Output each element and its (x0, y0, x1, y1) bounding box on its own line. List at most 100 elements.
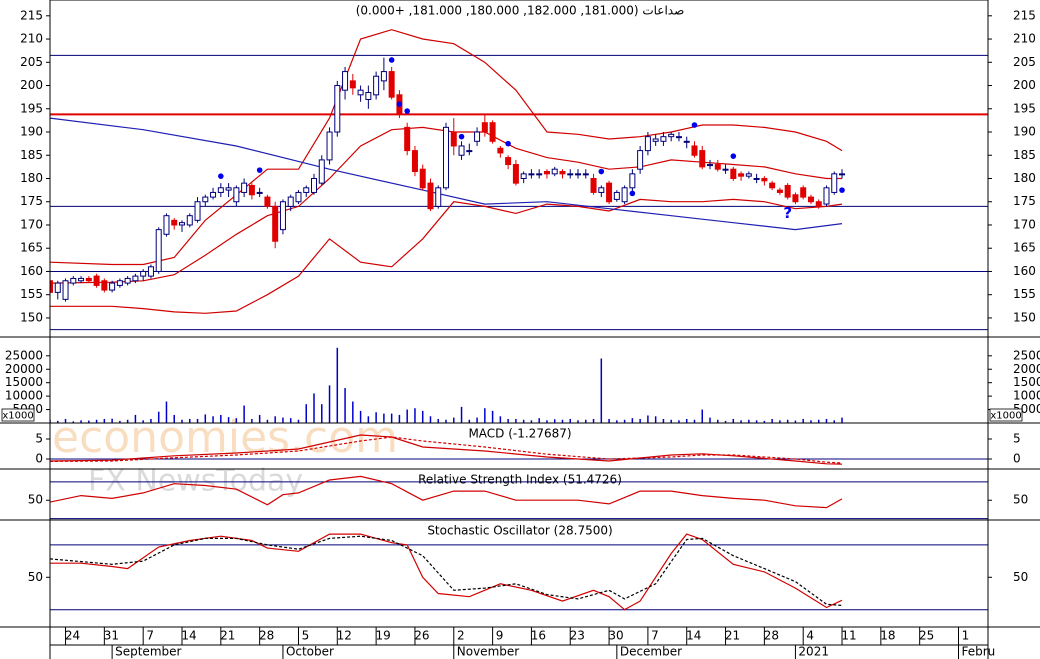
y-tick-label: 25000 (5, 348, 43, 362)
candle-body (489, 122, 496, 142)
volume-bar (212, 416, 214, 423)
candle-body (691, 145, 698, 156)
volume-bar (654, 416, 657, 423)
candle-body (171, 219, 178, 226)
volume-bar (173, 414, 175, 423)
candle-body (738, 173, 745, 177)
volume-bar (406, 409, 408, 423)
volume-bar (142, 420, 144, 423)
y-tick-label: 175 (1013, 194, 1036, 208)
x-tick-label: 28 (764, 629, 779, 643)
candle-body (147, 266, 154, 277)
volume-bar (157, 411, 160, 423)
candle-body (730, 168, 737, 179)
x-tick-label: 28 (259, 629, 274, 643)
candle-body (668, 133, 675, 138)
volume-bar (771, 418, 773, 423)
signal-dot (256, 167, 263, 173)
x-tick-label: 12 (337, 629, 352, 643)
x-tick-label: 11 (841, 629, 856, 643)
x-tick-label: 7 (651, 629, 659, 643)
x-tick-label: 5 (302, 629, 310, 643)
candle-body (411, 150, 418, 173)
volume-bar (515, 418, 517, 423)
volume-bar (546, 420, 548, 423)
candle-body (365, 92, 372, 100)
candle-body (660, 136, 667, 142)
candle-body (264, 196, 271, 207)
volume-bar (608, 418, 610, 423)
x-tick-label: 23 (570, 629, 585, 643)
candle-body (342, 71, 349, 91)
x-tick-label: 30 (608, 629, 623, 643)
volume-bar (709, 417, 711, 423)
candle-body (637, 150, 644, 170)
volume-bar (429, 416, 432, 423)
volume-bar (670, 419, 672, 423)
volume-bar (678, 420, 680, 423)
volume-bar (693, 419, 696, 423)
y-tick-label: 195 (20, 101, 43, 115)
volume-bar (375, 412, 377, 423)
candle-body (512, 164, 519, 184)
watermark: economies.com (52, 412, 398, 463)
y-tick-label: 20000 (1013, 362, 1040, 376)
candle-body (753, 177, 760, 180)
y-tick-label: 160 (1013, 264, 1036, 278)
volume-bar (95, 419, 98, 423)
candle-body (598, 187, 605, 193)
volume-bar (274, 416, 276, 423)
volume-bar (717, 419, 719, 423)
volume-bar (577, 420, 579, 423)
y-tick-label: 205 (1013, 55, 1036, 69)
y-tick-label: 150 (20, 310, 43, 324)
y-tick-label: 215 (1013, 8, 1036, 22)
y-tick-label: 210 (20, 32, 43, 46)
candle-body (404, 126, 411, 152)
candle-body (217, 187, 224, 193)
volume-bar (445, 419, 447, 423)
y-tick-label: 180 (1013, 171, 1036, 185)
y-tick-label: 155 (20, 287, 43, 301)
volume-bar (196, 418, 199, 423)
candle-body (427, 182, 434, 210)
volume-bar (724, 420, 727, 423)
y-tick-label: 190 (1013, 125, 1036, 139)
indicator-line (50, 436, 843, 464)
y-tick-label: 200 (1013, 78, 1036, 92)
indicator-line (50, 198, 843, 314)
volume-bar (258, 414, 261, 423)
candle-body (109, 282, 116, 291)
candle-body (815, 201, 822, 207)
candle-body (784, 184, 791, 198)
volume-bar (289, 418, 292, 423)
candle-body (256, 191, 263, 194)
volume-bar (553, 419, 556, 423)
volume-bar (390, 413, 393, 423)
volume-bar (662, 418, 665, 423)
candle-body (295, 191, 302, 203)
candle-body (590, 177, 597, 193)
candle-body (62, 280, 69, 300)
signal-dot (730, 153, 737, 159)
volume-bar (235, 418, 238, 423)
volume-bar (126, 419, 129, 423)
signal-dot (396, 101, 403, 107)
candle-body (722, 168, 729, 171)
signal-dot (388, 57, 395, 63)
indicator-line (50, 29, 843, 266)
volume-bar (220, 414, 222, 423)
x-tick-label: 2 (457, 629, 465, 643)
volume-bar (569, 418, 571, 423)
volume-bar (779, 420, 781, 423)
panel-plot (50, 29, 988, 331)
x-tick-label: 1 (962, 629, 970, 643)
volume-bar (755, 420, 758, 423)
volume-bar (763, 420, 766, 423)
unit-label: x1000 (990, 411, 1021, 422)
volume-bar (491, 410, 494, 423)
volume-bar (352, 401, 354, 423)
signal-dot (458, 133, 465, 140)
x-tick-label: 25 (919, 629, 934, 643)
